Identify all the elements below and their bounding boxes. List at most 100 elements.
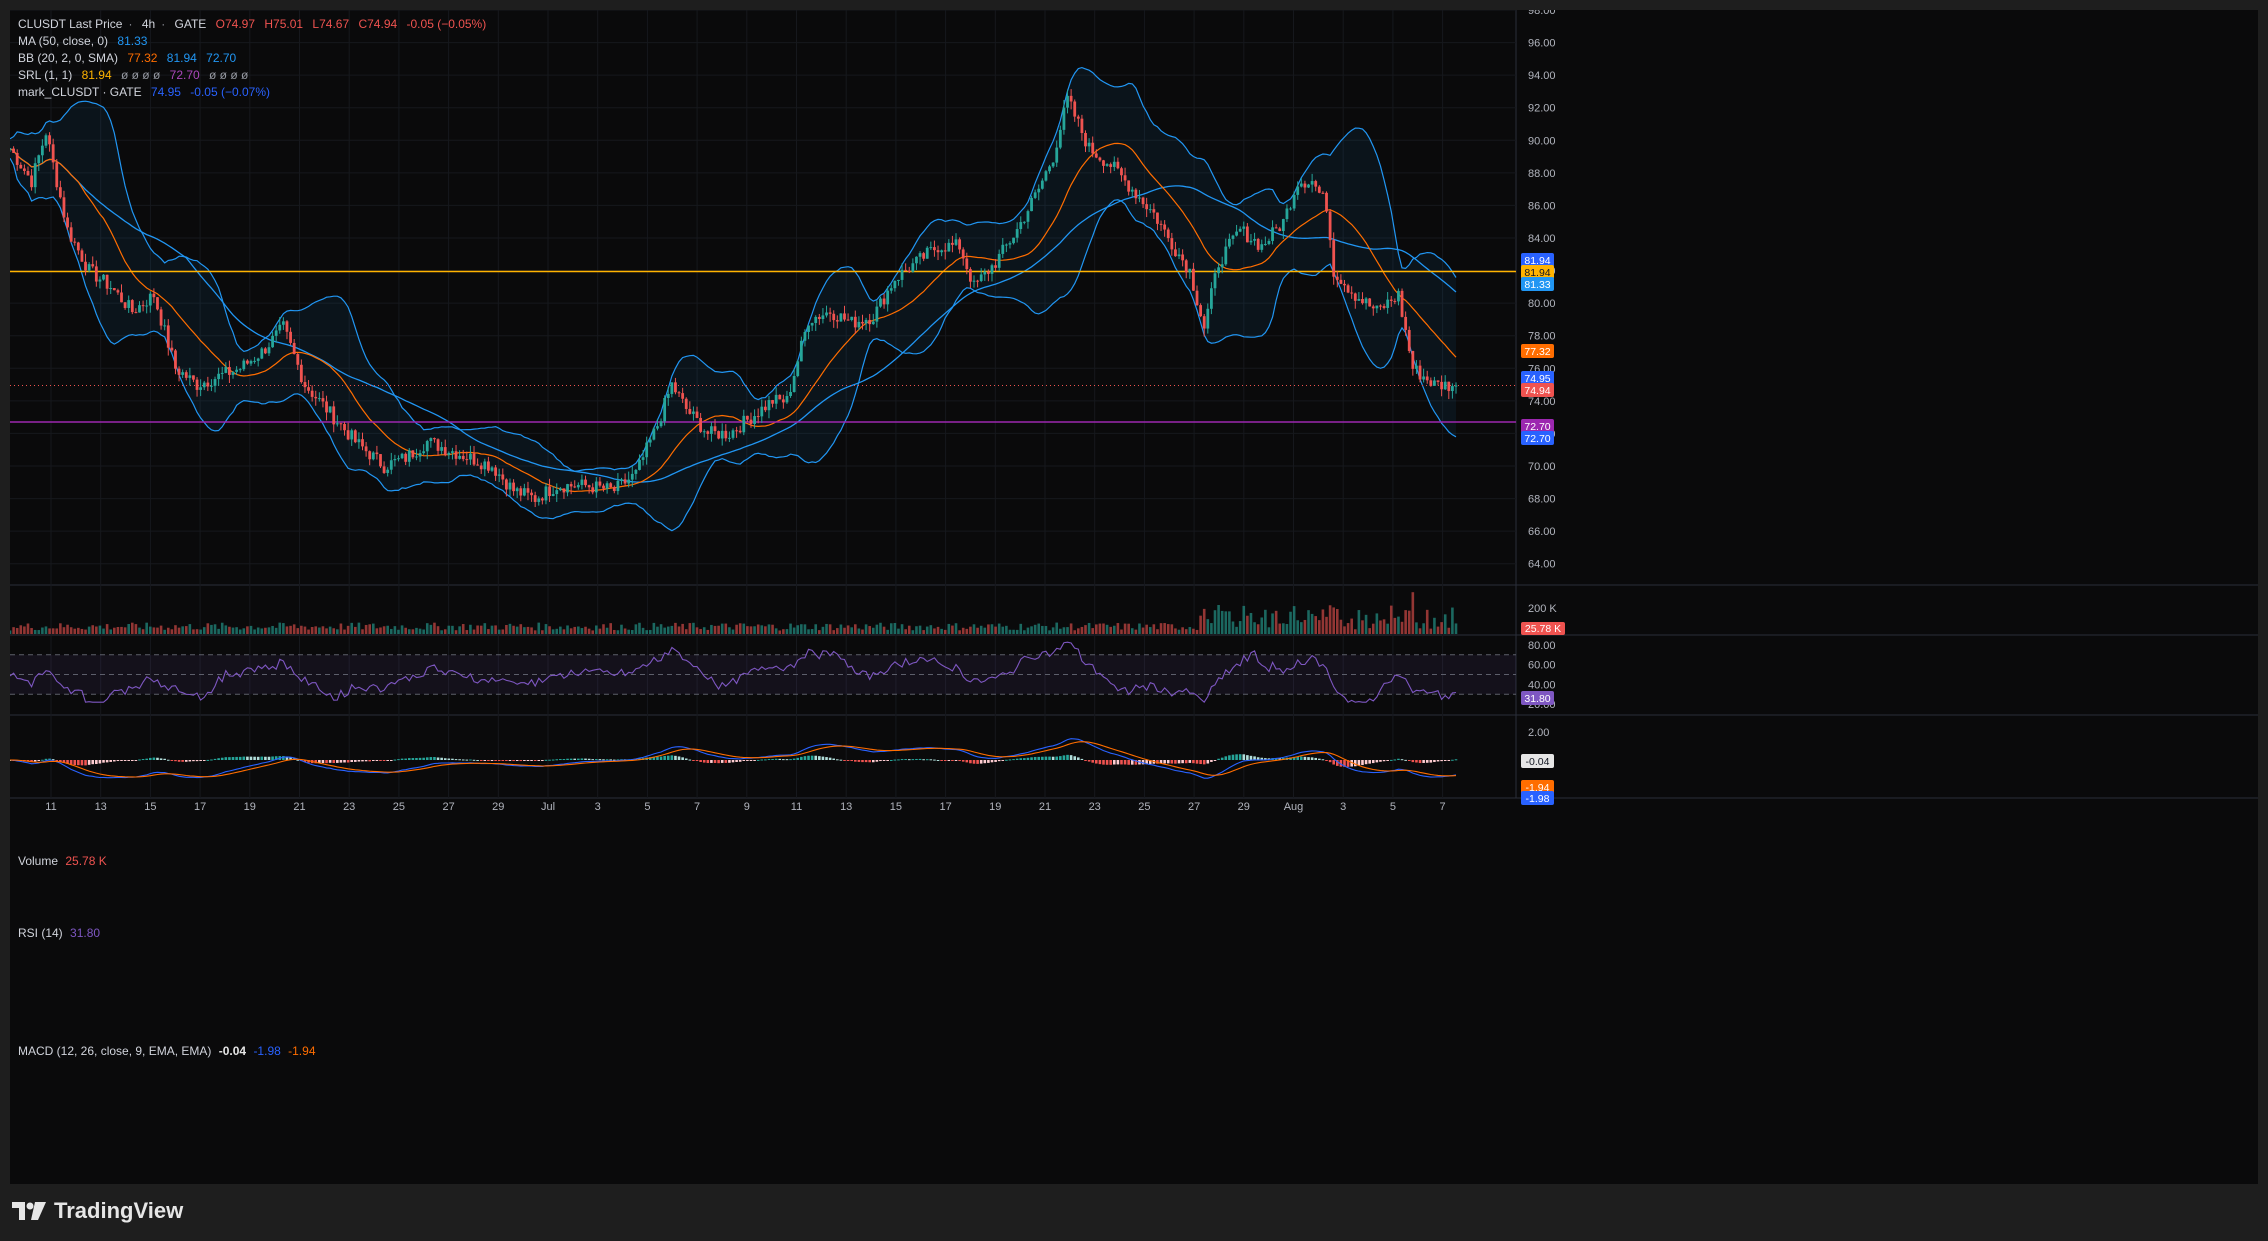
candle-body (925, 247, 929, 259)
legend-bb-row[interactable]: BB (20, 2, 0, SMA) 77.32 81.94 72.70 (18, 51, 242, 65)
macd-histogram-bar (1177, 760, 1181, 764)
price-tick-label: 70.00 (1528, 461, 1556, 473)
volume-bar (562, 629, 566, 634)
candle-body (994, 265, 997, 268)
legend-ma-row[interactable]: MA (50, close, 0) 81.33 (18, 34, 153, 48)
macd-histogram-bar (138, 759, 141, 761)
candle-body (1307, 184, 1310, 188)
volume-bar (51, 628, 55, 634)
macd-histogram-bar (1242, 754, 1246, 760)
volume-pane-legend[interactable]: Volume 25.78 K (18, 854, 107, 868)
legend-srl-row[interactable]: SRL (1, 1) 81.94 ø ø ø ø 72.70 ø ø ø ø (18, 68, 254, 82)
volume-bar (782, 629, 785, 634)
macd-histogram-bar (735, 760, 738, 762)
macd-histogram-bar (1422, 760, 1425, 763)
chart-canvas[interactable]: 11 13 15 17 19 21 23 25 27 29 Jul 3 5 7 9 11 13 15 17 19 21 2… (10, 10, 2258, 1184)
candle-body (566, 484, 569, 493)
price-tag-bg (1521, 371, 1554, 385)
volume-bar (530, 627, 533, 634)
macd-histogram-bar (51, 759, 55, 761)
candle-body (66, 217, 69, 228)
candle-body (1292, 194, 1296, 209)
macd-histogram-bar (864, 760, 868, 763)
candle-body (1296, 186, 1300, 195)
candle-body (969, 269, 972, 282)
time-tick-label: 29 (1238, 801, 1250, 813)
candle-body (1321, 192, 1325, 194)
volume-bar (573, 626, 577, 634)
macd-histogram-bar (1343, 760, 1346, 767)
volume-bar (1278, 623, 1282, 634)
volume-bar (796, 625, 800, 634)
price-tick-label: 88.00 (1528, 168, 1556, 180)
macd-histogram-bar (929, 759, 933, 761)
chart-container[interactable]: 11 13 15 17 19 21 23 25 27 29 Jul 3 5 7 9 11 13 15 17 19 21 2… (10, 10, 2258, 1184)
price-tick-label: 74.00 (1528, 396, 1556, 408)
price-tick-label: 90.00 (1528, 135, 1556, 147)
price-tick-label: 84.00 (1528, 233, 1556, 245)
legend-close: C74.94 (358, 17, 398, 31)
candle-body (504, 479, 508, 490)
candle-body (350, 430, 354, 440)
volume-bar (361, 629, 364, 634)
volume-bar (879, 622, 882, 634)
candle-body (1425, 376, 1429, 381)
volume-bar (397, 629, 400, 634)
candle-body (1217, 267, 1220, 274)
volume-bar (648, 629, 652, 634)
candle-body (537, 498, 541, 502)
volume-bar (1188, 627, 1192, 634)
macd-value: -1.98 (253, 1044, 281, 1058)
macd-pane-legend[interactable]: MACD (12, 26, close, 9, EMA, EMA) -0.04 … (18, 1044, 316, 1058)
volume-bar (1318, 620, 1321, 634)
macd-histogram-bar (69, 760, 73, 765)
legend-mark-row[interactable]: mark_CLUSDT · GATE 74.95 -0.05 (−0.07%) (18, 85, 276, 99)
candle-body (1238, 228, 1242, 232)
macd-histogram-bar (476, 759, 479, 761)
volume-bar (231, 627, 235, 634)
macd-histogram-bar (397, 759, 400, 761)
legend-symbol[interactable]: CLUSDT Last Price (18, 17, 123, 31)
macd-histogram-bar (1300, 756, 1303, 760)
macd-histogram-bar (321, 760, 325, 764)
volume-bar (1361, 620, 1364, 634)
legend-mark-value: 74.95 (150, 85, 181, 99)
candle-body (1062, 107, 1066, 130)
candle-body (156, 297, 159, 310)
volume-bar (1080, 626, 1084, 634)
volume-bar (1023, 630, 1026, 634)
macd-signal-tag-bg (1521, 780, 1554, 794)
volume-bar (584, 626, 587, 634)
macd-histogram-bar (663, 755, 666, 760)
legend-change: -0.05 (−0.05%) (406, 17, 487, 31)
candle-body (799, 340, 803, 362)
candle-body (933, 247, 936, 251)
candle-body (1098, 157, 1102, 161)
candle-body (612, 487, 616, 492)
volume-bar (1181, 627, 1184, 634)
macd-histogram-bar (159, 758, 163, 760)
candle-body (1048, 166, 1051, 172)
volume-bar (382, 626, 386, 634)
rsi-pane-legend[interactable]: RSI (14) 31.80 (18, 926, 100, 940)
volume-bar (512, 625, 515, 634)
macd-histogram-bar (728, 760, 731, 763)
tradingview-logo[interactable]: TradingView (12, 1198, 183, 1224)
macd-histogram-bar (1005, 759, 1008, 761)
volume-bar (260, 628, 264, 634)
volume-bar (1037, 623, 1041, 634)
macd-histogram-bar (1278, 758, 1282, 760)
macd-histogram-bar (616, 759, 620, 761)
macd-histogram-bar (184, 760, 188, 762)
macd-histogram-bar (1066, 754, 1069, 760)
volume-bar (1062, 627, 1066, 634)
macd-histogram-bar (796, 757, 800, 760)
volume-bar (253, 629, 256, 634)
volume-bar (12, 627, 15, 634)
candle-body (1188, 268, 1192, 273)
volume-bar (523, 627, 526, 634)
candle-body (544, 486, 548, 501)
volume-bar (1346, 623, 1350, 634)
macd-histogram-bar (282, 756, 285, 760)
candle-body (274, 330, 278, 336)
